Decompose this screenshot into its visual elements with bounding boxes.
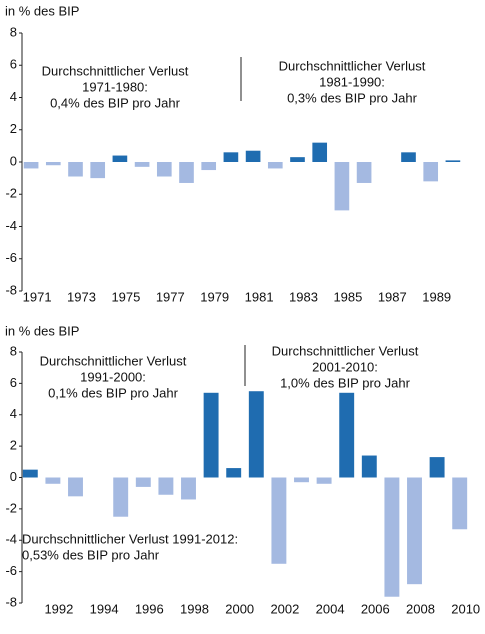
bar [156, 162, 172, 177]
y-tick-label: 8 [10, 343, 17, 358]
x-tick-label: 1985 [333, 289, 362, 304]
bar [429, 457, 445, 478]
bar [445, 160, 461, 162]
y-tick-label: -6 [5, 250, 17, 265]
bar [294, 477, 309, 483]
bar [223, 152, 239, 162]
bar [226, 468, 242, 478]
bar [384, 477, 400, 597]
y-tick-label: 8 [10, 24, 17, 39]
y-tick-label: 0 [10, 469, 17, 484]
annotation: 0,4% des BIP pro Jahr [50, 95, 181, 110]
annotation: 0,3% des BIP pro Jahr [287, 90, 418, 105]
y-tick-label: -8 [5, 282, 17, 297]
bar [90, 162, 106, 179]
bar [45, 477, 61, 484]
annotation: 2001-2010: [312, 359, 378, 374]
bar [112, 155, 128, 162]
bar [401, 152, 416, 162]
bar [113, 477, 129, 517]
y-tick-label: -8 [5, 594, 17, 609]
y-tick-label: 2 [10, 121, 17, 136]
bar [267, 162, 283, 169]
y-tick-label: -2 [5, 186, 17, 201]
bar [271, 477, 287, 564]
x-tick-label: 1983 [289, 289, 318, 304]
x-tick-label: 2004 [316, 601, 345, 616]
bar [290, 157, 305, 162]
annotation: Durchschnittlicher Verlust 1991-2012: [22, 531, 238, 546]
x-tick-label: 1994 [90, 601, 119, 616]
x-tick-label: 1977 [156, 289, 185, 304]
x-tick-label: 1975 [111, 289, 140, 304]
x-tick-label: 2000 [225, 601, 254, 616]
x-tick-label: 1973 [67, 289, 96, 304]
y-tick-label: -6 [5, 563, 17, 578]
bar [68, 477, 83, 497]
x-tick-label: 2010 [451, 601, 480, 616]
bar [135, 477, 151, 487]
annotation: Durchschnittlicher Verlust [279, 58, 426, 73]
bar [23, 162, 39, 169]
bar [361, 455, 377, 478]
annotation: Durchschnittlicher Verlust [40, 353, 187, 368]
y-tick-label: 6 [10, 57, 17, 72]
bar [179, 162, 194, 183]
x-tick-label: 1971 [23, 289, 52, 304]
bar [245, 150, 261, 162]
x-tick-label: 2002 [270, 601, 299, 616]
annotation: Durchschnittlicher Verlust [272, 343, 419, 358]
x-tick-label: 1989 [422, 289, 451, 304]
bar [22, 469, 38, 478]
bar [201, 162, 217, 171]
annotation: Durchschnittlicher Verlust [42, 63, 189, 78]
x-tick-label: 1996 [135, 601, 164, 616]
y-tick-label: 4 [10, 406, 17, 421]
bar [203, 392, 219, 478]
y-tick-label: 4 [10, 89, 17, 104]
y-tick-label: 2 [10, 438, 17, 453]
bar [45, 162, 61, 166]
y-tick-label: -4 [5, 218, 17, 233]
bar [68, 162, 83, 177]
annotation: 1991-2000: [80, 369, 146, 384]
bar [356, 162, 372, 183]
bar [334, 162, 350, 211]
bar [407, 477, 422, 585]
bar [316, 477, 332, 484]
bar [248, 391, 264, 478]
annotation: 0,53% des BIP pro Jahr [22, 547, 160, 562]
x-tick-label: 1979 [200, 289, 229, 304]
x-tick-label: 2006 [361, 601, 390, 616]
axis-label: in % des BIP [5, 323, 79, 338]
y-tick-label: -2 [5, 500, 17, 515]
bar [423, 162, 439, 182]
bar [452, 477, 468, 530]
annotation: 1981-1990: [319, 74, 385, 89]
x-tick-label: 2008 [406, 601, 435, 616]
annotation: 1971-1980: [82, 79, 148, 94]
x-tick-label: 1992 [44, 601, 73, 616]
x-tick-label: 1987 [378, 289, 407, 304]
x-tick-label: 1981 [245, 289, 274, 304]
bar [134, 162, 150, 167]
annotation: 1,0% des BIP pro Jahr [280, 375, 411, 390]
y-tick-label: -4 [5, 532, 17, 547]
y-tick-label: 6 [10, 375, 17, 390]
y-tick-label: 0 [10, 153, 17, 168]
bar [339, 392, 355, 478]
axis-label: in % des BIP [5, 3, 79, 18]
annotation: 0,1% des BIP pro Jahr [48, 385, 179, 400]
bar [158, 477, 174, 495]
bar [181, 477, 196, 500]
bar [312, 142, 328, 162]
x-tick-label: 1998 [180, 601, 209, 616]
